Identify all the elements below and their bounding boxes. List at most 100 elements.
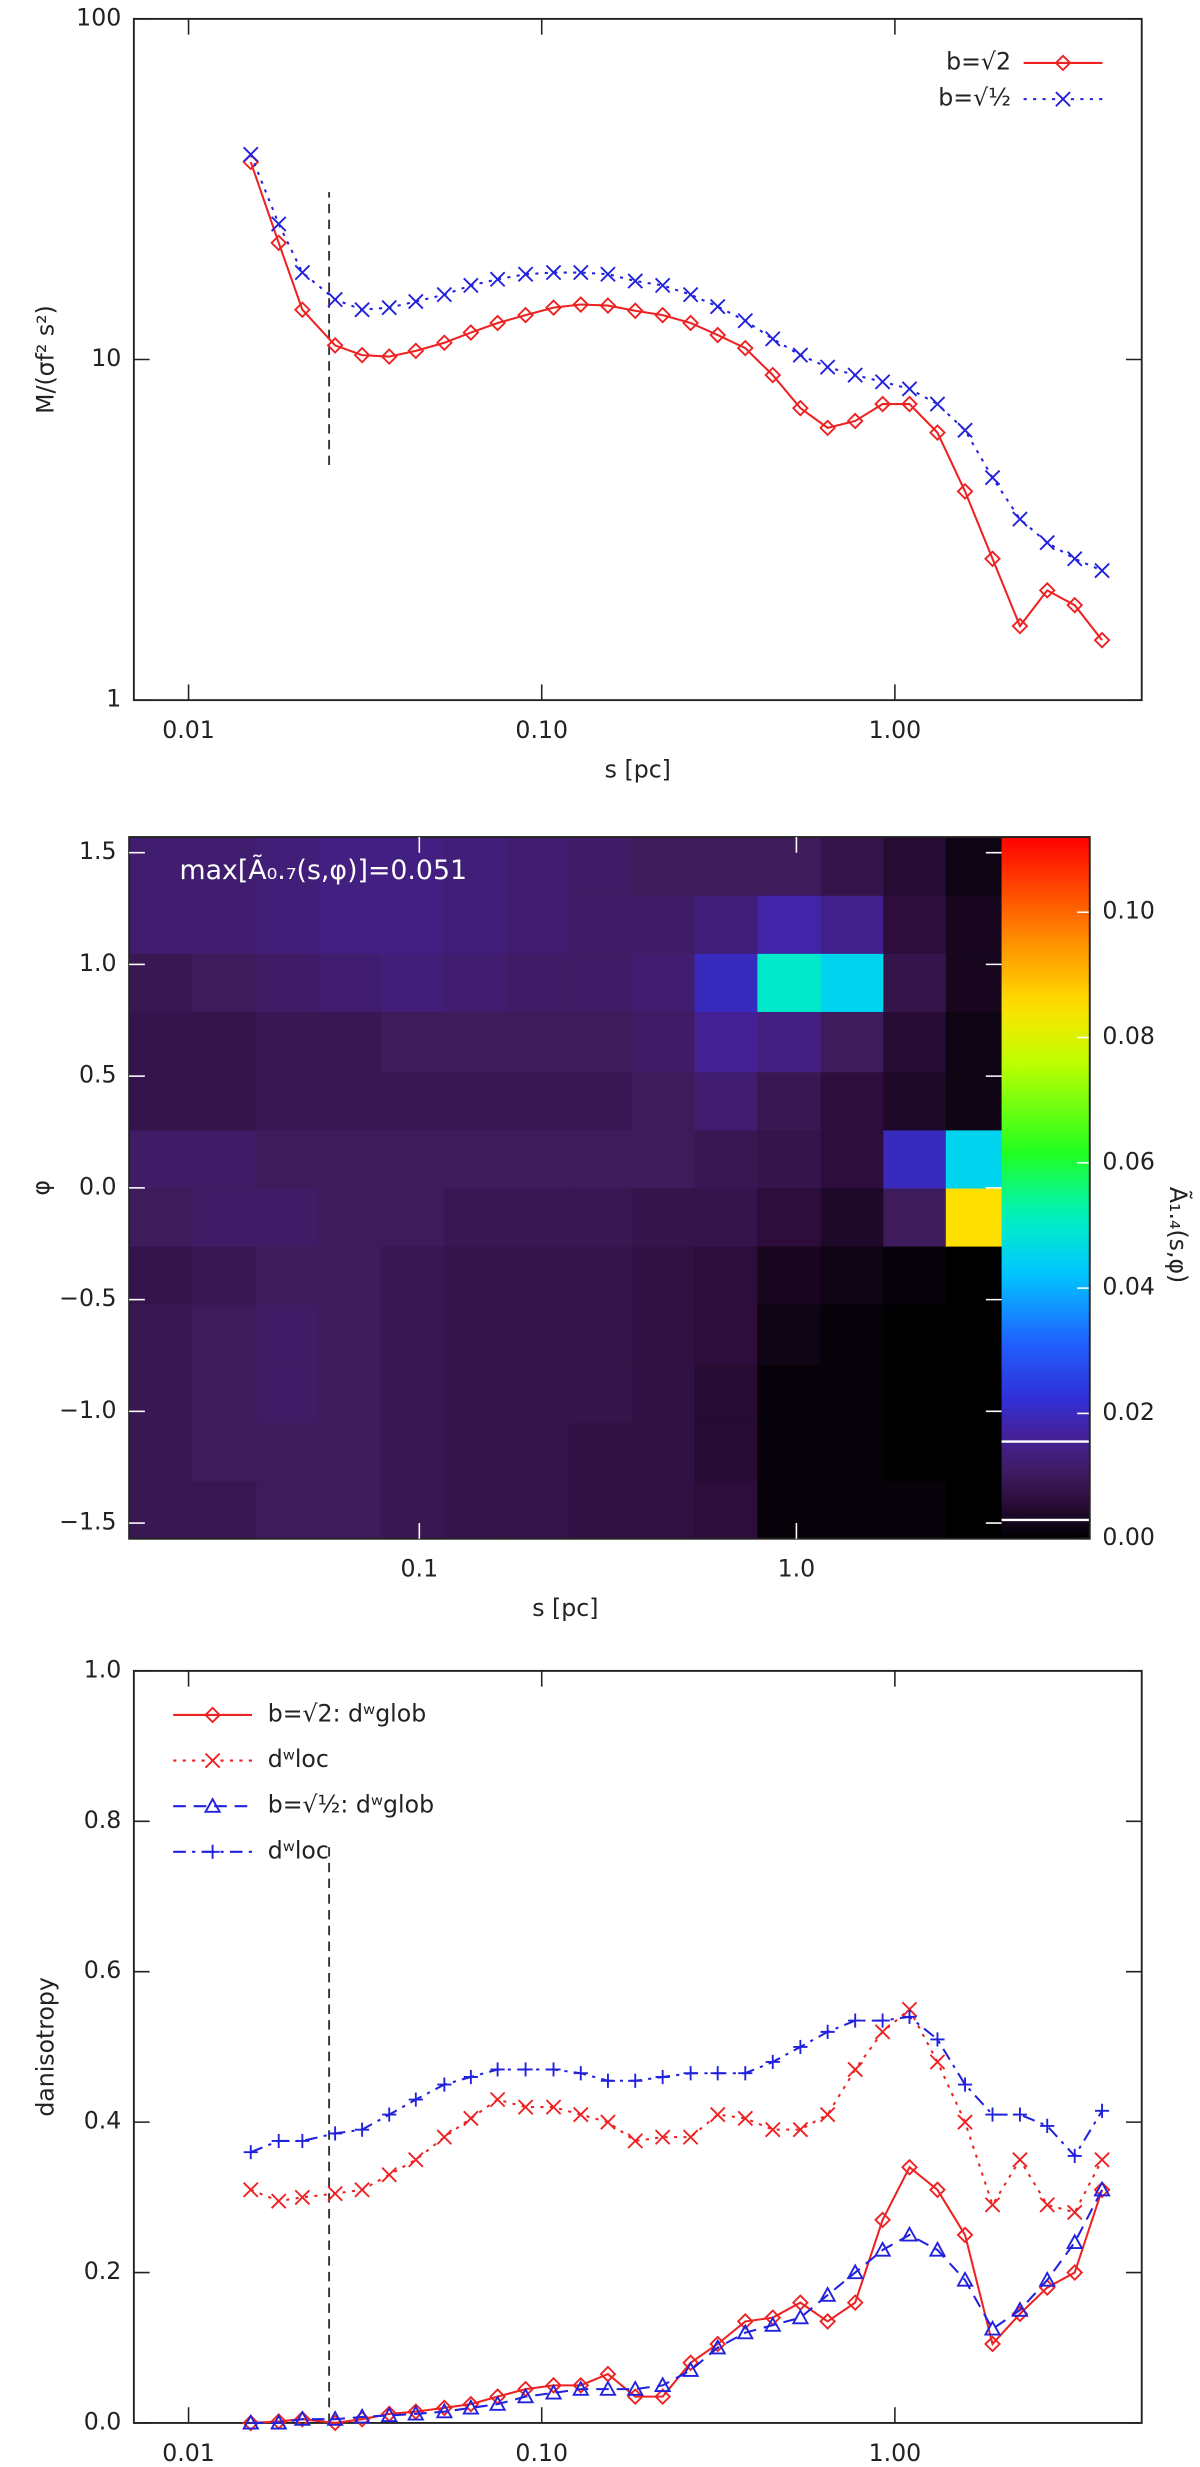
heatmap-cell [318,837,382,896]
data-point [929,396,946,412]
heatmap-cell [192,1304,258,1366]
heatmap-cell [256,1011,320,1073]
data-point [1093,2181,1111,2199]
data-point [462,2395,480,2413]
y-tick-label: 0.2 [84,2257,122,2285]
data-point [654,306,672,324]
heatmap-cell [820,1364,884,1424]
heatmap-cell [820,1011,884,1073]
series-line [249,161,1103,641]
data-point [818,2286,837,2302]
data-point [408,2151,424,2168]
heatmap-cell [568,1422,633,1482]
data-point [819,359,836,375]
y-tick-label: 1.0 [79,949,117,977]
data-point [545,299,562,317]
data-point [873,2240,892,2257]
heatmap-cell [256,1304,320,1366]
data-point [1038,581,1056,599]
data-point [901,2001,918,2018]
data-point [407,342,425,360]
data-point [293,2410,311,2428]
heatmap-cell [380,1364,445,1424]
data-point [709,326,727,344]
heatmap-cell [631,1245,696,1305]
data-point [764,366,782,384]
data-point [710,2066,725,2081]
heatmap-cell [568,1480,633,1540]
data-point [545,264,562,281]
data-point [1040,2118,1055,2133]
heatmap-cell [192,1071,258,1131]
heatmap-cell [506,1364,570,1424]
heatmap-cell [631,837,696,896]
heatmap-cell [192,1011,258,1073]
x-tick-label: 0.10 [515,2439,568,2467]
data-point [736,339,754,357]
heatmap-cell [568,1364,633,1424]
heatmap-cell [757,1304,822,1366]
heatmap-cell [318,1245,382,1305]
heatmap-cell [192,1422,258,1482]
heatmap-cell [945,1364,1003,1424]
heatmap-cell [945,1187,1003,1247]
heatmap-cell [443,1364,507,1424]
data-point [819,2106,836,2123]
data-point [435,334,453,352]
data-point [294,2189,311,2206]
colorbar-tick-label: 0.04 [1102,1273,1155,1301]
heatmap-cell [192,1480,258,1540]
series-line [250,2007,1103,2214]
heatmap-cell [443,895,507,954]
data-point [709,298,726,315]
y-tick-label: 10 [91,344,121,372]
heatmap-cell [318,1011,382,1073]
heatmap-cell [820,1422,884,1482]
legend-marker [204,1752,221,1769]
data-point [545,2099,562,2115]
data-point [846,2294,864,2312]
heatmap-cell [506,1245,570,1305]
heatmap-cell [820,1245,884,1305]
heatmap-cell [883,1480,947,1540]
x-tick-label: 0.10 [515,716,568,744]
y-tick-label: −1.0 [59,1396,116,1424]
data-point [1067,2148,1082,2164]
data-point [1094,2151,1110,2168]
heatmap-cell [129,1245,193,1305]
data-point [819,419,837,437]
data-point [489,2091,506,2108]
y-tick-label: 1.5 [79,837,117,865]
data-point [764,2316,782,2332]
x-axis-label: s [pc] [532,1594,598,1622]
data-point [408,293,424,310]
heatmap-cell [380,1187,445,1247]
heatmap-cell [129,1129,193,1189]
legend-marker [204,1706,222,1724]
heatmap-cell [694,1422,759,1482]
data-point [1066,2204,1083,2221]
heatmap-cell [443,1480,507,1540]
heatmap-cell [256,1245,320,1305]
heatmap-cell [506,1071,570,1131]
data-point [294,264,311,281]
data-point [765,2054,780,2070]
data-point [1012,2151,1028,2168]
heatmap-cell [318,1480,382,1540]
heatmap-cell [506,837,570,896]
heatmap-cell [883,1011,947,1073]
heatmap-cell [757,1071,822,1131]
heatmap-cell [192,1187,258,1247]
heatmap-cell [443,1245,507,1305]
data-point [573,264,589,281]
heatmap-cell [757,1422,822,1482]
colorbar-tick-label: 0.10 [1102,897,1155,925]
data-point [1066,596,1084,614]
data-point [544,2383,563,2400]
heatmap-cell [694,1129,759,1189]
data-point [709,2106,726,2123]
colorbar-tick-label: 0.00 [1102,1523,1155,1551]
heatmap-cell [694,837,759,896]
heatmap-cell [757,1011,822,1073]
heatmap-cell [631,895,696,954]
